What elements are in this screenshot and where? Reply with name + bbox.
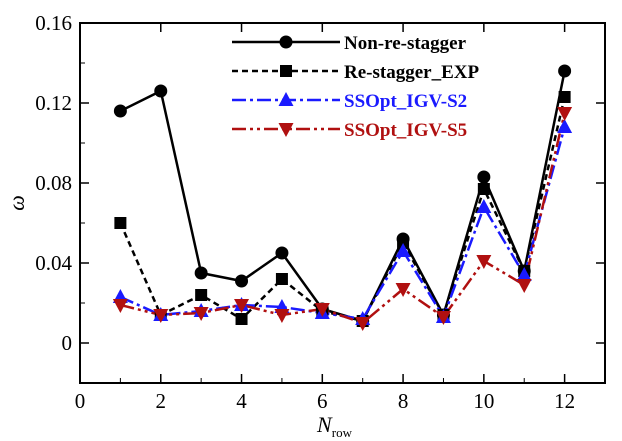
legend-label: SSOpt_IGV-S2 [344,91,467,112]
x-tick-label: 12 [554,389,575,413]
x-tick-label: 10 [473,389,494,413]
y-tick-label: 0 [62,331,73,355]
series-ssopt-igv-s5-point [355,317,371,331]
series-re-stagger-exp-point [114,217,127,229]
series-re-stagger-exp-point [477,183,490,195]
y-tick-label: 0.08 [35,171,72,195]
series-ssopt-igv-s2-point [395,243,411,257]
x-axis-label: Nrow [316,412,353,440]
x-tick-label: 4 [236,389,247,413]
x-tick-label: 2 [156,389,167,413]
series-non-re-stagger-point [275,246,289,260]
series-non-re-stagger-point [558,64,572,78]
series-re-stagger-exp-point [558,91,571,103]
legend-marker [279,35,293,49]
y-tick-label: 0.04 [35,251,72,275]
series-ssopt-igv-s5-point [435,311,451,325]
series-non-re-stagger-point [194,266,208,280]
series-ssopt-igv-s5-point [314,303,330,317]
series-ssopt-igv-s5-point [153,309,169,323]
series-re-stagger-exp-point [275,273,288,285]
series-ssopt-igv-s2-line [119,126,566,321]
series-non-re-stagger-point [235,274,249,288]
series-non-re-stagger-point [113,104,127,118]
series-ssopt-igv-s5-point [193,307,209,321]
series-re-stagger-exp-point [195,289,208,301]
x-axis-label-subscript: row [332,425,353,440]
series-ssopt-igv-s2-point [476,199,492,213]
legend-marker [278,123,294,137]
legend-label: Re-stagger_EXP [344,62,479,83]
series-non-re-stagger-point [477,170,491,184]
series-ssopt-igv-s5-point [476,255,492,269]
series-ssopt-igv-s2-point [516,267,532,281]
y-tick-label: 0.12 [35,91,72,115]
x-tick-label: 0 [75,389,86,413]
legend-marker [278,92,294,106]
x-tick-label: 6 [317,389,328,413]
series-ssopt-igv-s5-point [516,279,532,293]
legend-marker [280,65,292,77]
series-ssopt-igv-s5-point [112,299,128,313]
plot-frame [79,22,606,384]
legend-label: Non-re-stagger [344,33,467,54]
series-ssopt-igv-s5-line [120,112,566,325]
series-ssopt-igv-s5-point [395,283,411,297]
series-ssopt-igv-s5-point [234,299,250,313]
y-tick-label: 0.16 [35,11,72,35]
legend-label: SSOpt_IGV-S5 [344,120,467,141]
series-re-stagger-exp-point [235,313,248,325]
series-non-re-stagger-line [119,70,566,323]
series-ssopt-igv-s5-point [274,309,290,323]
series-ssopt-igv-s5-point [557,107,573,121]
y-axis-label: ω [4,195,29,211]
x-tick-label: 8 [398,389,409,413]
series-ssopt-igv-s2-point [557,119,573,133]
series-non-re-stagger-point [154,84,168,98]
